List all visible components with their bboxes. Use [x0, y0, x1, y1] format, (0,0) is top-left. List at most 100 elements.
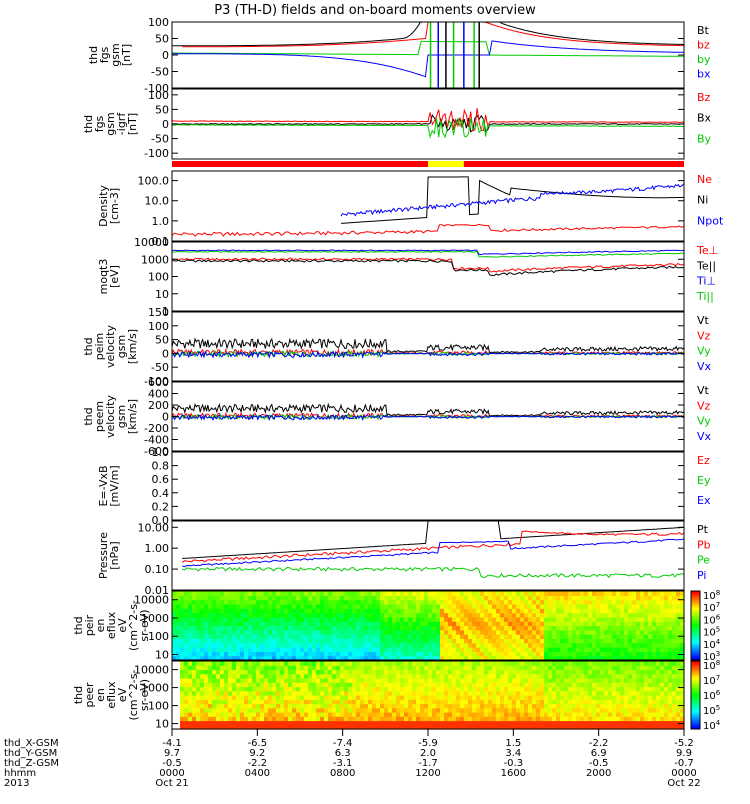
spectrogram-cell — [460, 621, 465, 627]
spectrogram-cell — [268, 595, 273, 601]
spectrogram-cell — [680, 612, 685, 618]
spectrogram-cell — [316, 616, 321, 622]
spectrogram-cell — [488, 608, 493, 614]
spectrogram-cell — [260, 686, 265, 692]
spectrogram-cell — [268, 621, 273, 627]
spectrogram-cell — [400, 634, 405, 639]
spectrogram-cell — [660, 682, 665, 688]
spectrogram-cell — [472, 603, 477, 609]
spectrogram-cell — [292, 690, 297, 696]
spectrogram-cell — [372, 699, 377, 705]
spectrogram-cell — [248, 625, 253, 631]
spectrogram-cell — [584, 647, 589, 652]
spectrogram-cell — [312, 651, 317, 657]
spectrogram-cell — [200, 712, 205, 717]
spectrogram-cell — [384, 669, 389, 675]
spectrogram-cell — [468, 669, 473, 675]
spectrogram-cell — [636, 651, 641, 657]
spectrogram-cell — [320, 661, 325, 666]
spectrogram-cell — [600, 599, 605, 605]
spectrogram-cell — [404, 655, 409, 661]
spectrogram-cell — [324, 699, 329, 705]
spectrogram-cell — [236, 647, 241, 652]
spectrogram-cell — [216, 625, 221, 631]
spectrogram-cell — [588, 682, 593, 688]
spectrogram-cell — [552, 625, 557, 631]
spectrogram-cell — [628, 608, 633, 614]
x-tick-coord: 9.2 — [249, 748, 265, 759]
spectrogram-cell — [480, 595, 485, 601]
spectrogram-cell — [420, 678, 425, 683]
spectrogram-cell — [452, 665, 457, 671]
y-tick-label: 0.8 — [152, 460, 170, 473]
spectrogram-cell — [664, 665, 669, 671]
spectrogram-cell — [232, 673, 237, 679]
legend-Bz: Bz — [697, 91, 711, 104]
spectrogram-cell — [528, 638, 533, 644]
spectrogram-cell — [480, 682, 485, 688]
spectrogram-cell — [664, 591, 669, 596]
spectrogram-cell — [536, 642, 541, 648]
spectrogram-cell — [604, 716, 609, 722]
spectrogram-cell — [184, 712, 189, 717]
spectrogram-cell — [556, 655, 561, 661]
spectrogram-cell — [652, 651, 657, 657]
spectrogram-cell — [324, 608, 329, 614]
spectrogram-cell — [232, 724, 237, 730]
spectrogram-cell — [292, 599, 297, 605]
spectrogram-cell — [276, 642, 281, 648]
spectrogram-cell — [640, 724, 645, 730]
spectrogram-cell — [396, 682, 401, 688]
spectrogram-cell — [552, 690, 557, 696]
spectrogram-cell — [364, 599, 369, 605]
spectrogram-cell — [584, 695, 589, 700]
spectrogram-cell — [304, 678, 309, 683]
spectrogram-cell — [456, 669, 461, 675]
colorbar-step — [691, 650, 700, 654]
spectrogram-cell — [272, 647, 277, 652]
spectrogram-cell — [400, 678, 405, 683]
spectrogram-cell — [272, 720, 277, 726]
spectrogram-cell — [480, 707, 485, 713]
spectrogram-cell — [652, 665, 657, 671]
spectrogram-cell — [212, 678, 217, 683]
spectrogram-cell — [256, 682, 261, 688]
spectrogram-cell — [312, 673, 317, 679]
spectrogram-cell — [220, 720, 225, 726]
spectrogram-cell — [632, 695, 637, 700]
spectrogram-cell — [564, 695, 569, 700]
spectrogram-cell — [520, 678, 525, 683]
spectrogram-cell — [664, 655, 669, 661]
spectrogram-cell — [196, 625, 201, 631]
spectrogram-cell — [424, 651, 429, 657]
spectrogram-cell — [508, 703, 513, 709]
spectrogram-cell — [300, 595, 305, 601]
spectrogram-cell — [648, 621, 653, 627]
spectrogram-cell — [464, 690, 469, 696]
spectrogram-cell — [360, 716, 365, 722]
spectrogram-cell — [180, 724, 185, 730]
spectrogram-cell — [180, 621, 185, 627]
spectrogram-cell — [676, 686, 681, 692]
spectrogram-cell — [428, 591, 433, 596]
spectrogram-cell — [576, 608, 581, 614]
spectrogram-cell — [376, 642, 381, 648]
spectrogram-cell — [376, 690, 381, 696]
spectrogram-cell — [492, 669, 497, 675]
spectrogram-cell — [676, 591, 681, 596]
spectrogram-cell — [264, 634, 269, 639]
spectrogram-cell — [560, 591, 565, 596]
spectrogram-cell — [180, 638, 185, 644]
spectrogram-cell — [564, 724, 569, 730]
spectrogram-cell — [460, 669, 465, 675]
spectrogram-cell — [292, 629, 297, 635]
spectrogram-cell — [400, 625, 405, 631]
spectrogram-cell — [620, 690, 625, 696]
spectrogram-cell — [516, 625, 521, 631]
spectrogram-cell — [304, 707, 309, 713]
spectrogram-cell — [632, 651, 637, 657]
y-axis-label: [nPa] — [108, 541, 121, 569]
y-tick-label: 10000 — [134, 664, 169, 677]
spectrogram-cell — [200, 716, 205, 722]
spectrogram-cell — [608, 665, 613, 671]
